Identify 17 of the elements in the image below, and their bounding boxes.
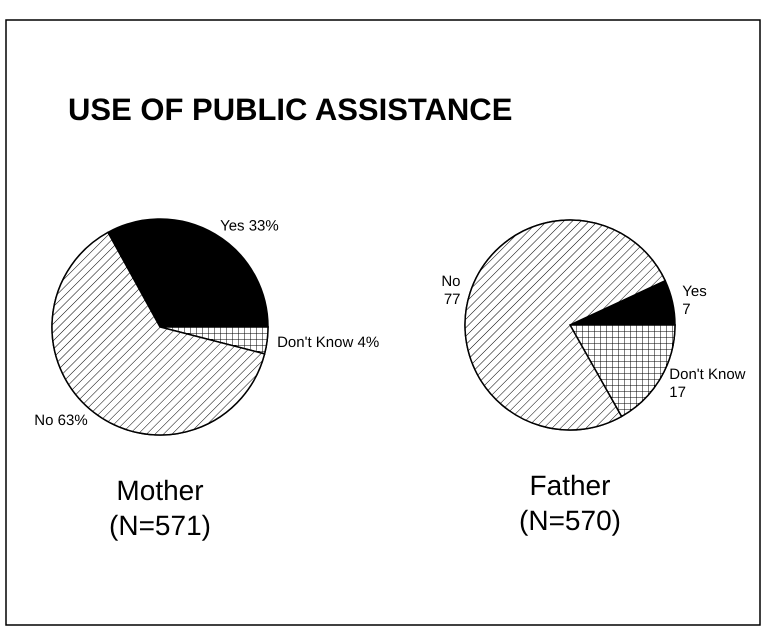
text: (N=571) xyxy=(109,510,211,541)
data-label: 17 xyxy=(669,384,686,402)
slice-label: Don't Know xyxy=(669,366,746,384)
data-label: 4% xyxy=(357,334,380,351)
slice-label: Don't Know xyxy=(277,334,354,351)
data-label: 7 xyxy=(682,301,691,318)
text: Father xyxy=(530,470,610,501)
slice-label: No xyxy=(441,272,461,290)
slice-label: No xyxy=(34,412,54,430)
slice-label: Yes xyxy=(682,283,707,300)
chart-title: USE OF PUBLIC ASSISTANCE xyxy=(68,92,512,127)
data-label: 77 xyxy=(444,290,461,308)
data-label: 33% xyxy=(248,217,279,234)
text: Mother xyxy=(116,475,204,506)
slice-label: Yes xyxy=(220,217,245,234)
text: (N=570) xyxy=(519,505,621,536)
data-label: 63% xyxy=(58,412,88,430)
